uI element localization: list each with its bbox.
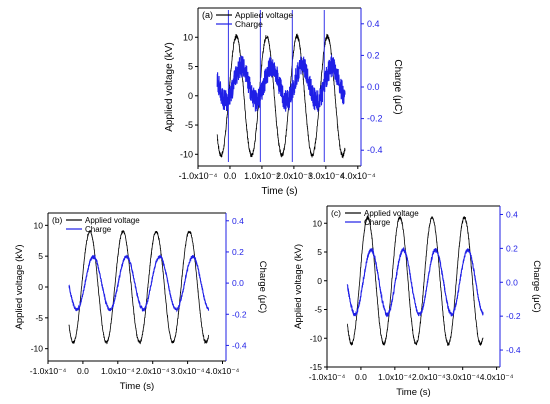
x-tick-label: 0.0 <box>77 366 89 376</box>
x-tick-label: 4.0x10⁻⁴ <box>340 171 376 181</box>
y-left-tick-label: -15 <box>310 362 323 372</box>
y-right-tick-label: -0.4 <box>232 340 247 350</box>
legend-label: Applied voltage <box>364 209 419 218</box>
panel-label: (b) <box>52 215 63 225</box>
y-right-tick-label: -0.4 <box>506 345 521 355</box>
x-tick-label: 1.0x10⁻⁴ <box>378 372 412 382</box>
y-right-axis-label: Charge (μC) <box>392 59 403 114</box>
x-tick-label: 4.0x10⁻⁴ <box>480 372 514 382</box>
y-left-axis-label: Applied voltage (kV) <box>293 244 304 329</box>
y-left-tick-label: -5 <box>185 120 193 130</box>
x-tick-label: 3.0x10⁻⁴ <box>308 171 344 181</box>
y-right-tick-label: -0.2 <box>506 311 521 321</box>
series-line-applied-voltage <box>347 214 484 347</box>
x-tick-label: 3.0x10⁻⁴ <box>446 372 480 382</box>
x-axis-label: Time (s) <box>120 381 154 392</box>
y-left-tick-label: 0 <box>188 91 193 101</box>
series-line-charge <box>68 254 210 313</box>
series-line-charge <box>346 246 484 318</box>
legend-label: Applied voltage <box>235 10 293 20</box>
y-right-tick-label: 0.0 <box>367 82 380 92</box>
y-left-tick-label: -10 <box>180 149 193 159</box>
y-left-tick-label: 0 <box>38 282 43 292</box>
legend-label: Charge <box>85 225 112 234</box>
y-right-tick-label: -0.4 <box>367 145 383 155</box>
y-left-tick-label: 5 <box>317 247 322 257</box>
y-left-tick-label: 10 <box>183 32 193 42</box>
x-tick-label: 1.0x10⁻⁴ <box>244 171 280 181</box>
chart-panel-b: -1.0x10⁻⁴ 0.0 1.0x10⁻⁴ 2.0x10⁻⁴ 3.0x10⁻⁴ 4.0x… <box>14 212 268 392</box>
y-right-tick-label: 0.4 <box>232 216 244 226</box>
x-tick-label: 4.0x10⁻⁴ <box>206 366 240 376</box>
y-right-tick-label: 0.2 <box>506 243 518 253</box>
x-axis-label: Time (s) <box>396 387 430 398</box>
y-left-tick-label: 5 <box>38 251 43 261</box>
series-line-applied-voltage <box>216 33 346 159</box>
y-right-tick-label: -0.2 <box>367 114 383 124</box>
y-left-tick-label: 0 <box>317 276 322 286</box>
x-tick-label: 0.0 <box>224 171 237 181</box>
chart-panel-a: -1.0x10⁻⁴ 0.0 1.0x10⁻⁴2.0x10⁻⁴3.0x10⁻⁴4.0x… <box>164 7 403 197</box>
x-tick-label: 2.0x10⁻⁴ <box>136 366 170 376</box>
y-right-tick-label: 0.4 <box>367 19 380 29</box>
chart-panel-c: -1.0x10⁻⁴ 0.0 1.0x10⁻⁴ 2.0x10⁻⁴ 3.0x10⁻⁴ 4.0x… <box>293 205 542 398</box>
y-right-tick-label: 0.2 <box>232 247 244 257</box>
series-line-applied-voltage <box>68 229 209 345</box>
legend-label: Charge <box>235 19 263 29</box>
x-tick-label: -1.0x10⁻⁴ <box>309 372 346 382</box>
y-left-tick-label: -5 <box>35 313 43 323</box>
x-tick-label: 2.0x10⁻⁴ <box>412 372 446 382</box>
y-right-axis-label: Charge (μC) <box>531 260 542 312</box>
y-right-tick-label: -0.2 <box>232 309 247 319</box>
y-right-tick-label: 0.0 <box>232 278 244 288</box>
y-left-axis-label: Applied voltage (kV) <box>164 42 175 132</box>
legend-label: Applied voltage <box>85 216 140 225</box>
y-right-tick-label: 0.0 <box>506 277 518 287</box>
y-left-tick-label: 5 <box>188 62 193 72</box>
legend-label: Charge <box>364 218 391 227</box>
series-line-charge <box>216 54 346 112</box>
y-left-axis-label: Applied voltage (kV) <box>14 244 25 329</box>
y-left-tick-label: -10 <box>310 333 323 343</box>
y-left-tick-label: -10 <box>31 344 44 354</box>
x-tick-label: 0.0 <box>355 372 367 382</box>
x-tick-label: 1.0x10⁻⁴ <box>101 366 135 376</box>
x-tick-label: -1.0x10⁻⁴ <box>30 366 67 376</box>
y-right-tick-label: 0.2 <box>367 50 380 60</box>
y-left-tick-label: 10 <box>313 218 323 228</box>
x-tick-label: 3.0x10⁻⁴ <box>171 366 205 376</box>
panel-label: (a) <box>202 10 213 20</box>
x-tick-label: 2.0x10⁻⁴ <box>276 171 312 181</box>
x-tick-label: -1.0x10⁻⁴ <box>179 171 218 181</box>
x-axis-label: Time (s) <box>261 186 297 197</box>
y-left-tick-label: -5 <box>314 305 322 315</box>
y-left-tick-label: 10 <box>34 220 44 230</box>
y-right-axis-label: Charge (μC) <box>257 261 268 313</box>
panel-label: (c) <box>331 208 341 218</box>
y-right-tick-label: 0.4 <box>506 209 518 219</box>
